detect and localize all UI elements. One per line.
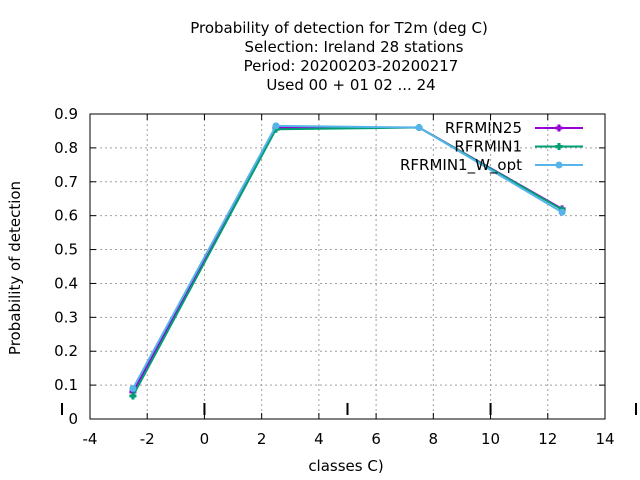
title-line-4: Used 00 + 01 02 ... 24 [266,76,435,94]
x-tick-label: 14 [595,430,614,448]
plot-area [89,113,606,420]
series-line [132,126,563,397]
baseline-marks [61,403,637,415]
grid [90,114,605,419]
y-axis-label: Probability of detection [6,181,24,355]
legend-label: RFRMIN1_W_opt [400,156,522,175]
y-tick-label: 0.3 [54,308,78,326]
x-tick-label: 4 [314,430,324,448]
x-tick-label: -4 [83,430,98,448]
axis-ticks [89,113,606,420]
title-line-2: Selection: Ireland 28 stations [245,38,464,56]
legend-marker [555,161,563,169]
y-tick-label: 0.5 [54,241,78,259]
x-axis-label: classes C) [308,457,383,475]
x-tick-label: 2 [257,430,267,448]
y-tick-label: 0.7 [54,173,78,191]
y-tick-label: 0.9 [54,105,78,123]
y-tick-label: 0.1 [54,376,78,394]
y-tick-label: 0.2 [54,342,78,360]
title-line-3: Period: 20200203-20200217 [244,57,459,75]
title-line-1: Probability of detection for T2m (deg C) [190,19,488,37]
series-rfrmin1-w-opt [129,122,566,392]
y-tick-label: 0.8 [54,139,78,157]
x-tick-label: 8 [429,430,439,448]
y-tick-label: 0.6 [54,207,78,225]
legend-label: RFRMIN1 [454,138,522,156]
x-tick-label: 0 [200,430,210,448]
legend-marker [555,143,563,150]
x-tick-label: 6 [371,430,381,448]
legend-marker [555,124,563,132]
data-point [272,122,280,130]
x-tick-label: 12 [538,430,557,448]
x-tick-label: 10 [481,430,500,448]
data-point [129,385,137,392]
chart-title: Probability of detection for T2m (deg C)… [190,19,488,94]
data-point [558,208,566,216]
y-tick-label: 0 [68,410,78,428]
data-point [129,392,137,400]
series-group [129,122,566,400]
x-tick-label: -2 [140,430,155,448]
y-tick-label: 0.4 [54,274,78,292]
legend-label: RFRMIN25 [445,119,522,137]
data-point [415,124,423,132]
x-tick-labels: -4 -2 0 2 4 6 8 10 12 14 [83,430,615,448]
y-tick-labels: 0 0.1 0.2 0.3 0.4 0.5 0.6 0.7 0.8 0.9 [54,105,78,428]
series-line [132,124,563,389]
